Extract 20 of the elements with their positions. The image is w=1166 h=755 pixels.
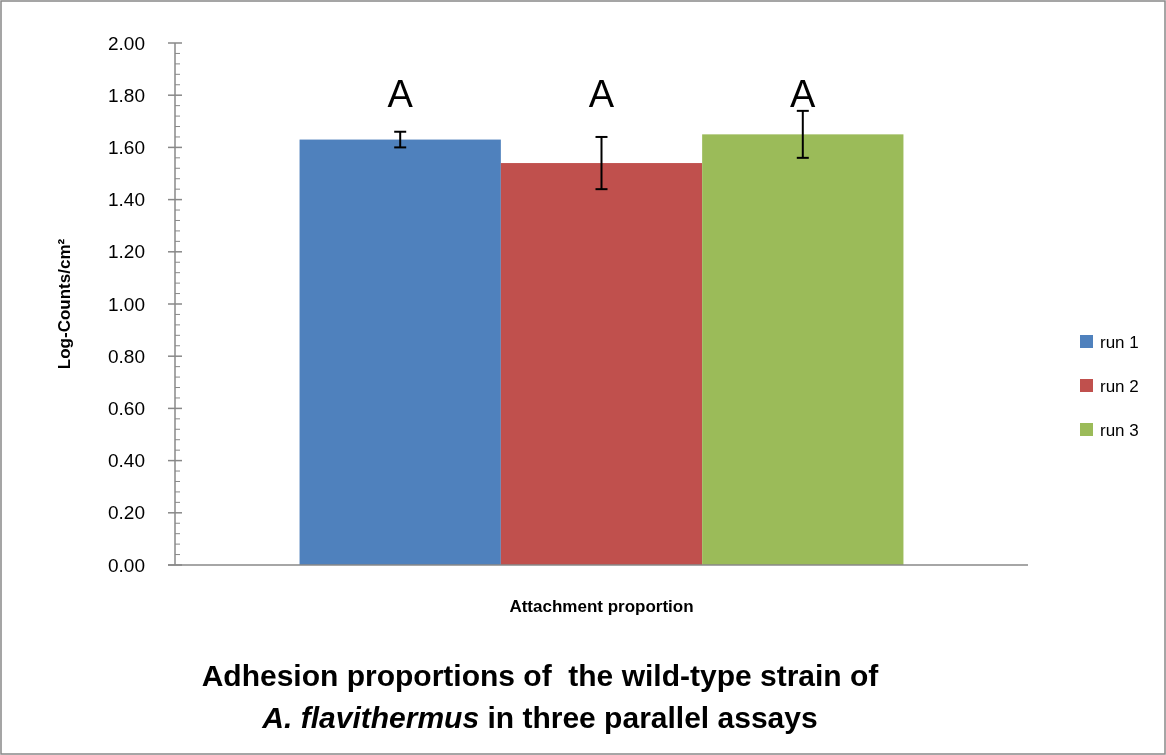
annotation: A xyxy=(387,73,414,116)
y-tick-label: 1.80 xyxy=(108,84,145,106)
y-tick-label: 2.00 xyxy=(108,32,145,54)
y-tick-label: 1.20 xyxy=(108,241,145,263)
text: Adhesion proportions of the wild-type strain of A. flavithermus in three parallel assays xyxy=(201,659,880,734)
x-axis-title: Attachment proportion xyxy=(509,597,694,616)
legend-label: run 2 xyxy=(1100,376,1139,396)
y-tick-label: 0.00 xyxy=(108,554,145,576)
y-tick-label: 1.60 xyxy=(108,137,145,159)
y-tick-label: 0.20 xyxy=(108,502,145,524)
y-tick-label: 0.40 xyxy=(108,450,145,472)
legend-label: run 3 xyxy=(1100,420,1139,440)
y-tick-label: 1.00 xyxy=(108,293,145,315)
y-tick-label: 0.80 xyxy=(108,345,145,367)
annotation: A xyxy=(588,73,615,116)
legend-label: run 1 xyxy=(1100,332,1139,352)
annotation: A xyxy=(790,73,817,116)
y-axis-title: Log-Counts/cm² xyxy=(55,238,74,370)
y-tick-label: 1.40 xyxy=(108,189,145,211)
y-tick-label: 0.60 xyxy=(108,398,145,420)
